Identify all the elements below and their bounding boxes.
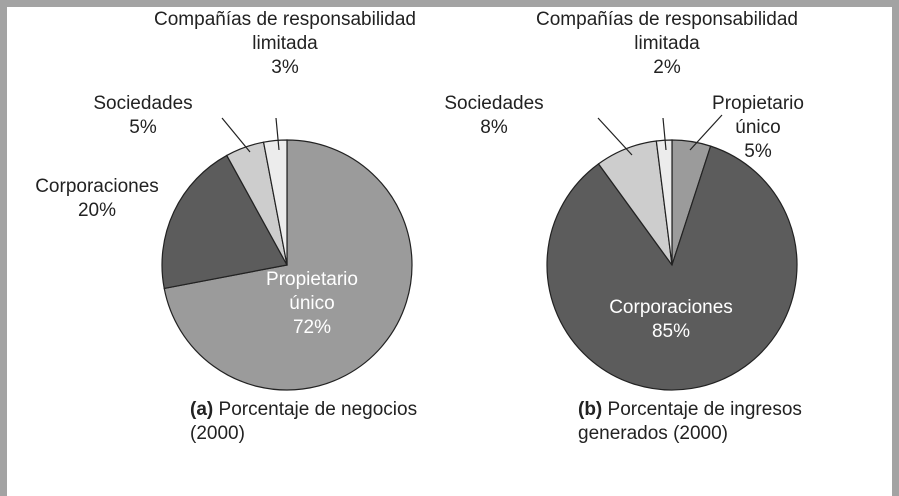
slice-label: Sociedades 8%	[424, 92, 564, 140]
slice-label: Propietario único 5%	[698, 92, 818, 164]
slice-label: Sociedades 5%	[73, 92, 213, 140]
slice-label: Compañías de responsabilidad limitada 2%	[517, 8, 817, 80]
caption-text: Porcentaje de negocios (2000)	[190, 399, 418, 444]
value-label: 3%	[271, 57, 299, 78]
category-label: Sociedades	[444, 93, 544, 114]
category-label: Sociedades	[93, 93, 193, 114]
leader-lines	[221, 114, 723, 156]
pie-slice	[546, 145, 798, 391]
category-label: Propietario único	[266, 269, 358, 314]
caption: (a) Porcentaje de negocios (2000)	[190, 398, 450, 446]
leader-line	[662, 117, 667, 151]
pie-slice	[161, 154, 288, 290]
caption-label: (b)	[578, 399, 603, 420]
value-label: 20%	[77, 200, 117, 221]
category-label: Compañías de responsabilidad limitada	[154, 9, 416, 54]
value-label: 85%	[651, 321, 691, 342]
caption-label: (a)	[190, 399, 214, 420]
category-label: Corporaciones	[609, 297, 733, 318]
category-label: Propietario único	[712, 93, 804, 138]
slice-label: Propietario único 72%	[252, 268, 372, 340]
leader-line	[275, 117, 280, 151]
category-label: Corporaciones	[35, 176, 159, 197]
caption-text: Porcentaje de ingresos generados (2000)	[578, 399, 802, 444]
value-label: 2%	[653, 57, 681, 78]
category-label: Compañías de responsabilidad limitada	[536, 9, 798, 54]
pie-slice	[163, 139, 413, 391]
value-label: 72%	[292, 317, 332, 338]
value-label: 8%	[480, 117, 508, 138]
leader-line	[597, 117, 633, 156]
slice-label: Corporaciones 85%	[571, 296, 771, 344]
value-label: 5%	[129, 117, 157, 138]
pie-slice	[262, 139, 288, 266]
slice-label: Corporaciones 20%	[17, 175, 177, 223]
pie-slice	[655, 139, 673, 266]
caption: (b) Porcentaje de ingresos generados (20…	[578, 398, 838, 446]
slice-label: Compañías de responsabilidad limitada 3%	[135, 8, 435, 80]
leader-line	[689, 114, 723, 151]
leader-line	[221, 117, 251, 153]
value-label: 5%	[744, 141, 772, 162]
